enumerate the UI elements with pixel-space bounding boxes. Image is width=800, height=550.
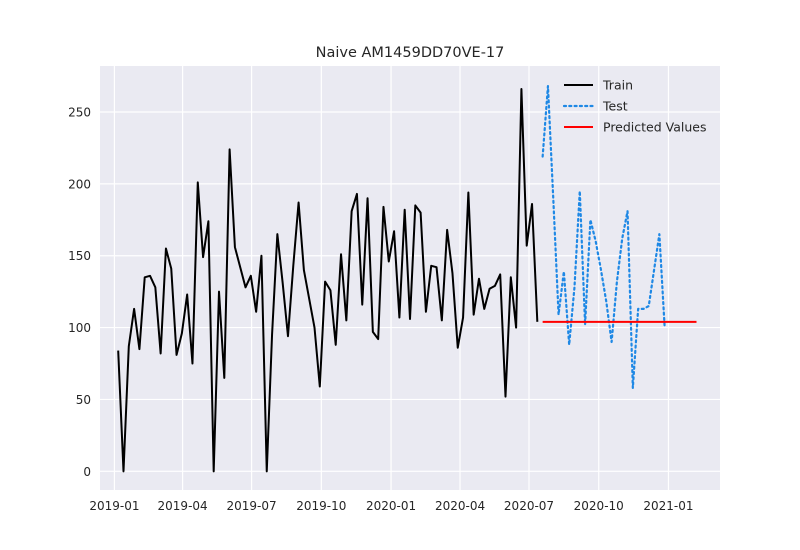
x-tick-label: 2020-10 bbox=[574, 499, 624, 513]
series-line-test bbox=[541, 85, 666, 390]
grid-lines bbox=[100, 66, 720, 490]
x-tick-label: 2020-04 bbox=[435, 499, 485, 513]
x-tick-label: 2020-01 bbox=[366, 499, 416, 513]
x-axis-ticks: 2019-01 2019-04 2019-07 2019-10 2020-01 2020-… bbox=[89, 499, 693, 513]
legend: Train Test Predicted Values bbox=[562, 78, 707, 135]
y-axis-ticks: 0 50 100 150 200 250 bbox=[68, 105, 91, 478]
legend-label: Train bbox=[602, 78, 633, 93]
y-tick-label: 100 bbox=[68, 321, 91, 335]
y-tick-label: 0 bbox=[83, 465, 91, 479]
y-tick-label: 200 bbox=[68, 177, 91, 191]
x-tick-label: 2019-07 bbox=[227, 499, 277, 513]
y-tick-label: 250 bbox=[68, 105, 91, 119]
y-tick-label: 50 bbox=[76, 393, 91, 407]
legend-label: Predicted Values bbox=[603, 120, 707, 135]
x-tick-label: 2019-10 bbox=[296, 499, 346, 513]
x-tick-label: 2019-01 bbox=[89, 499, 139, 513]
y-tick-label: 150 bbox=[68, 249, 91, 263]
x-tick-label: 2019-04 bbox=[158, 499, 208, 513]
chart-title: Naive AM1459DD70VE-17 bbox=[316, 45, 505, 61]
x-tick-label: 2020-07 bbox=[504, 499, 554, 513]
series-lines bbox=[117, 85, 697, 473]
series-line-train bbox=[117, 88, 539, 473]
x-tick-label: 2021-01 bbox=[643, 499, 693, 513]
legend-label: Test bbox=[602, 99, 628, 114]
